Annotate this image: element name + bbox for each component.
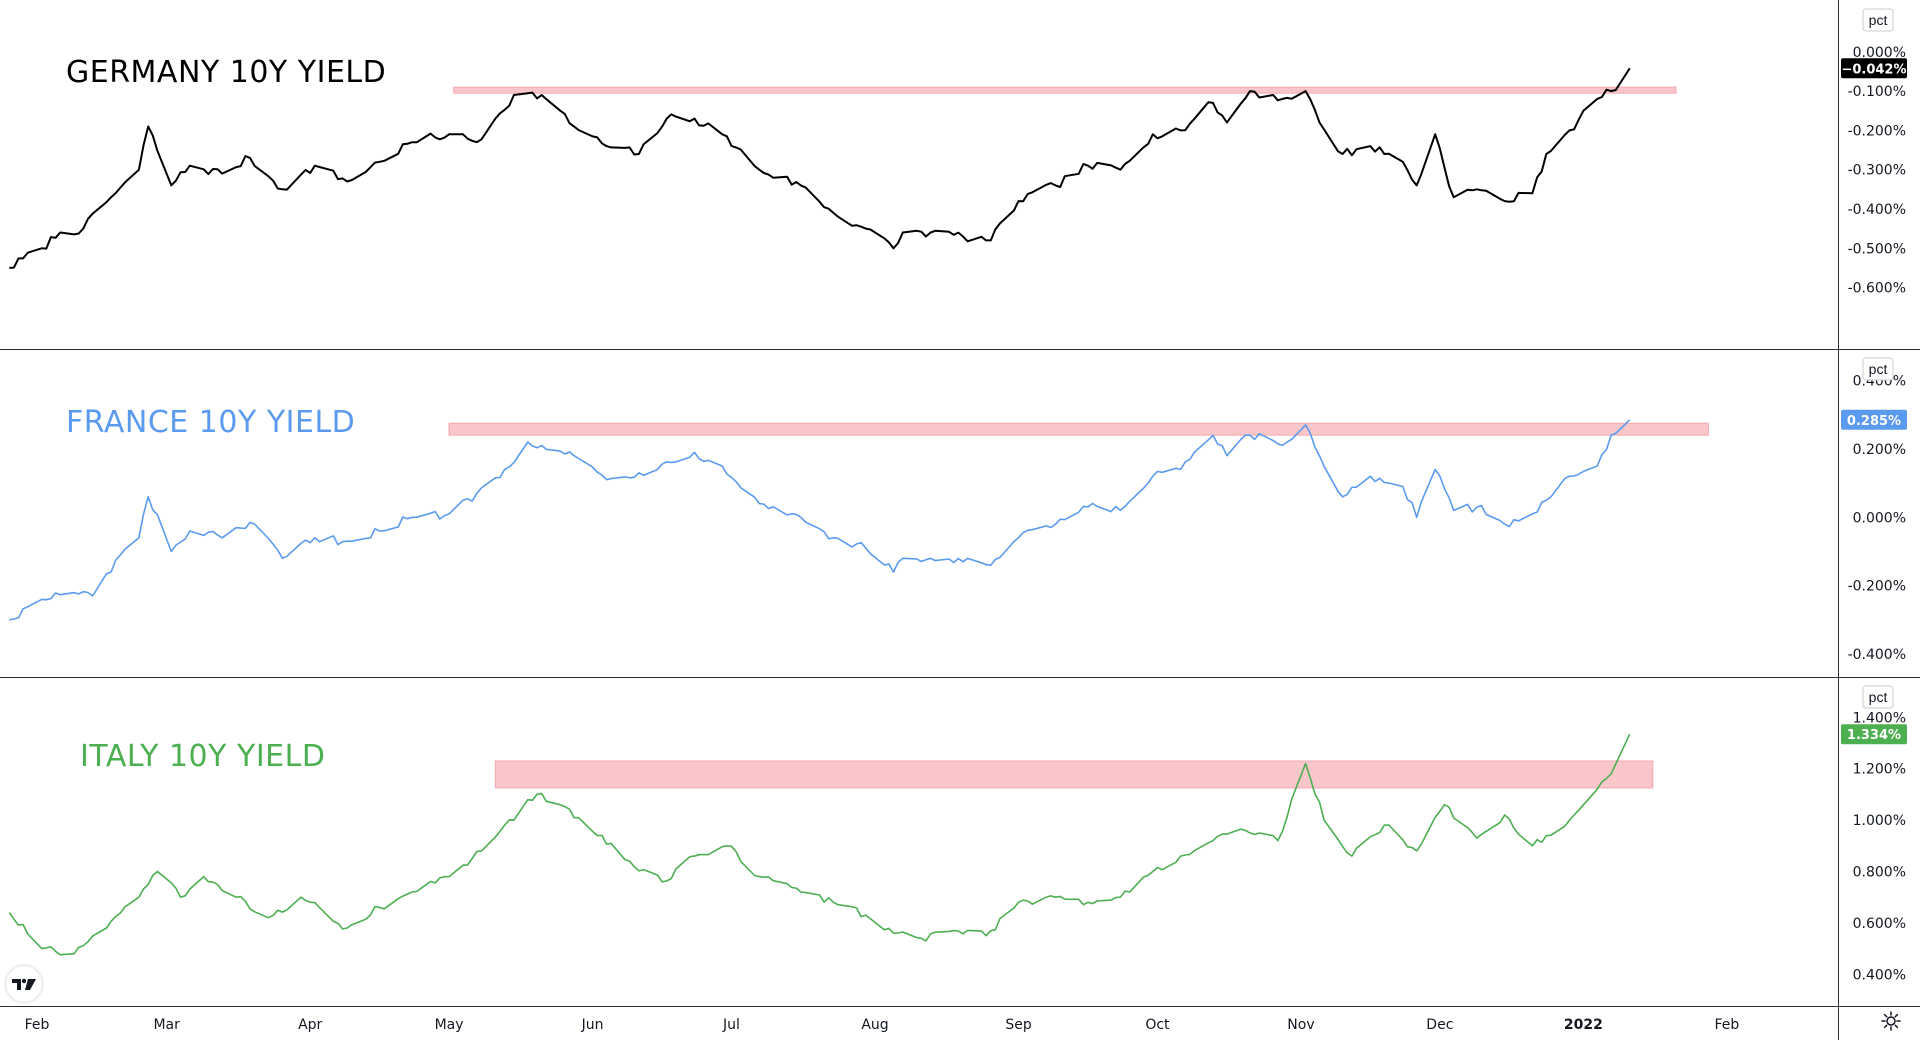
y-tick-label: 0.600% bbox=[1853, 916, 1906, 932]
last-value-text: −0.042% bbox=[1841, 62, 1906, 77]
tv-logo-glyph bbox=[12, 978, 36, 990]
last-value-label[interactable]: 1.334% bbox=[1841, 724, 1907, 745]
unit-button[interactable]: pct bbox=[1862, 8, 1894, 32]
x-tick-label: Jul bbox=[722, 1017, 740, 1033]
x-tick-label: Feb bbox=[25, 1017, 50, 1033]
unit-label: pct bbox=[1869, 689, 1888, 705]
y-tick-label: 0.800% bbox=[1853, 864, 1906, 880]
gear-icon[interactable] bbox=[1880, 1010, 1902, 1032]
x-tick-label: May bbox=[435, 1017, 464, 1033]
y-tick-label: -0.600% bbox=[1848, 281, 1906, 297]
yield-line[interactable] bbox=[9, 419, 1631, 621]
unit-label: pct bbox=[1869, 12, 1888, 28]
gear-glyph bbox=[1881, 1011, 1901, 1031]
y-tick-label: 0.400% bbox=[1853, 967, 1906, 983]
y-tick-label: 1.000% bbox=[1853, 813, 1906, 829]
x-tick-label: Aug bbox=[861, 1017, 888, 1033]
tradingview-logo-icon[interactable] bbox=[6, 966, 42, 1002]
y-tick-label: 0.000% bbox=[1853, 510, 1906, 526]
time-axis[interactable]: Feb Mar Apr May Jun Jul Aug Sep Oct Nov Dec 2022 Feb bbox=[25, 1017, 1740, 1033]
last-value-text: 1.334% bbox=[1847, 728, 1901, 743]
x-tick-label: 2022 bbox=[1564, 1017, 1603, 1033]
unit-button-box bbox=[1862, 8, 1894, 32]
y-tick-label: -0.100% bbox=[1848, 84, 1906, 100]
last-value-text: 0.285% bbox=[1847, 414, 1901, 429]
y-tick-label: 0.200% bbox=[1853, 442, 1906, 458]
x-tick-label: Sep bbox=[1005, 1017, 1032, 1033]
y-tick-label: -0.200% bbox=[1848, 123, 1906, 139]
pane-title: GERMANY 10Y YIELD bbox=[66, 55, 386, 90]
resistance-bands bbox=[448, 86, 1709, 789]
x-tick-label: Apr bbox=[298, 1017, 322, 1033]
resistance-band[interactable] bbox=[453, 86, 1677, 94]
pane-titles: GERMANY 10Y YIELD FRANCE 10Y YIELD ITALY 1… bbox=[66, 55, 386, 774]
x-tick-label: Oct bbox=[1145, 1017, 1170, 1033]
last-value-label[interactable]: −0.042% bbox=[1841, 58, 1907, 79]
pane-title: ITALY 10Y YIELD bbox=[80, 739, 325, 774]
y-tick-label: -0.500% bbox=[1848, 241, 1906, 257]
unit-button-box bbox=[1862, 357, 1894, 381]
last-value-bg bbox=[1841, 58, 1907, 79]
price-axes[interactable]: 0.000% -0.100% -0.200% -0.300% -0.400% -0.500… bbox=[1841, 8, 1907, 983]
yield-line[interactable] bbox=[8, 733, 1631, 956]
unit-button[interactable]: pct bbox=[1862, 357, 1894, 381]
last-value-bg bbox=[1841, 409, 1907, 430]
last-value-bg bbox=[1841, 724, 1907, 745]
unit-button[interactable]: pct bbox=[1862, 685, 1894, 709]
x-tick-label: Dec bbox=[1426, 1017, 1453, 1033]
y-tick-label: -0.400% bbox=[1848, 647, 1906, 663]
y-tick-label: 1.400% bbox=[1853, 710, 1906, 726]
last-value-label[interactable]: 0.285% bbox=[1841, 409, 1907, 430]
resistance-band[interactable] bbox=[448, 422, 1709, 436]
y-tick-label: 0.000% bbox=[1853, 45, 1906, 61]
yield-lines bbox=[8, 67, 1631, 956]
x-tick-label: Jun bbox=[581, 1017, 604, 1033]
yield-line[interactable] bbox=[9, 67, 1631, 269]
y-tick-label: -0.200% bbox=[1848, 579, 1906, 595]
y-tick-label: -0.400% bbox=[1848, 202, 1906, 218]
resistance-band[interactable] bbox=[494, 760, 1654, 789]
y-tick-label: 1.200% bbox=[1853, 762, 1906, 778]
y-tick-label: -0.300% bbox=[1848, 163, 1906, 179]
x-tick-label: Nov bbox=[1287, 1017, 1314, 1033]
unit-button-box bbox=[1862, 685, 1894, 709]
x-tick-label: Feb bbox=[1714, 1017, 1739, 1033]
x-tick-label: Mar bbox=[153, 1017, 180, 1033]
unit-label: pct bbox=[1869, 361, 1888, 377]
pane-title: FRANCE 10Y YIELD bbox=[66, 405, 355, 440]
